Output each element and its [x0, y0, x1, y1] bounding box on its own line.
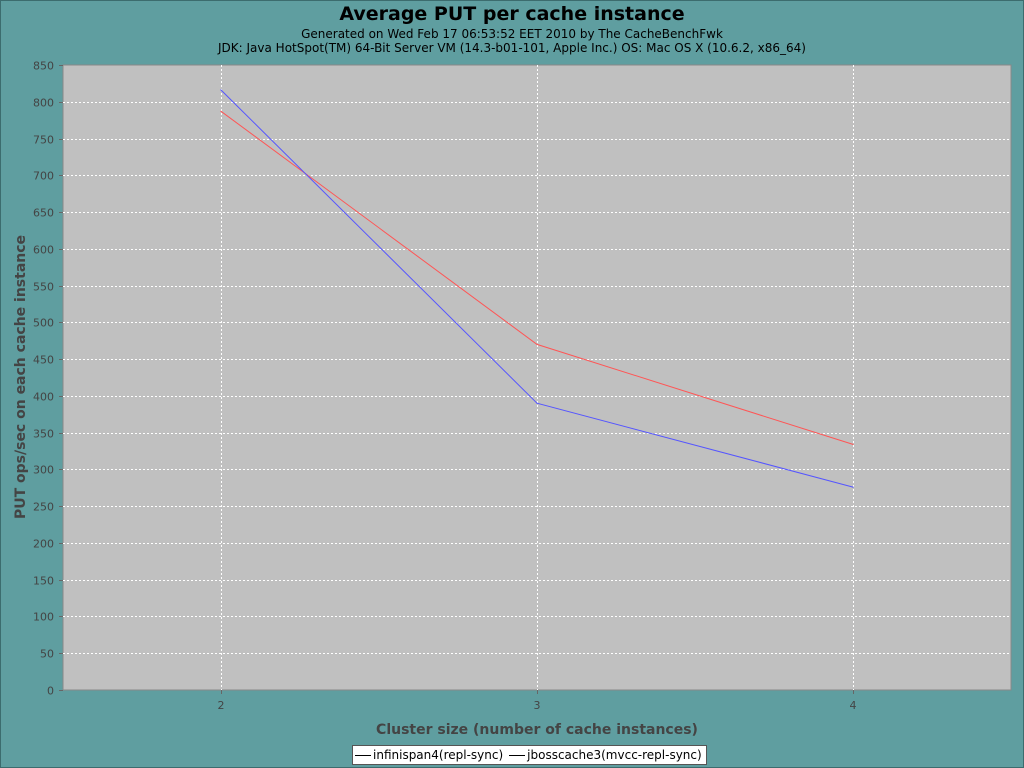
- y-tick-label: 650: [33, 207, 54, 220]
- legend: infinispan4(repl-sync) jbosscache3(mvcc-…: [352, 745, 707, 765]
- y-tick-label: 50: [40, 648, 54, 661]
- legend-item-jbosscache3: jbosscache3(mvcc-repl-sync): [509, 748, 702, 762]
- chart-subtitle-jdk: JDK: Java HotSpot(TM) 64-Bit Server VM (…: [218, 41, 806, 55]
- data-point: [536, 343, 538, 345]
- y-tick-label: 100: [33, 611, 54, 624]
- y-tick-label: 250: [33, 501, 54, 514]
- y-tick-label: 600: [33, 244, 54, 257]
- data-point: [536, 402, 538, 404]
- y-tick-label: 150: [33, 575, 54, 588]
- y-tick-label: 700: [33, 170, 54, 183]
- data-point: [220, 110, 222, 112]
- y-tick-label: 500: [33, 317, 54, 330]
- legend-swatch-infinispan4: [355, 754, 371, 756]
- x-axis-title: Cluster size (number of cache instances): [376, 722, 698, 738]
- y-tick-label: 450: [33, 354, 54, 367]
- legend-item-infinispan4: infinispan4(repl-sync): [355, 748, 503, 762]
- y-tick-label: 800: [33, 97, 54, 110]
- y-tick-label: 850: [33, 60, 54, 73]
- y-tick-label: 200: [33, 538, 54, 551]
- x-tick-label: 3: [534, 699, 541, 712]
- data-point: [852, 443, 854, 445]
- data-point: [220, 89, 222, 91]
- y-tick-label: 350: [33, 428, 54, 441]
- y-axis: 0 50 100 150 200 250 300 350 400 450 500 550 600 650 7…: [33, 60, 63, 698]
- y-tick-label: 750: [33, 134, 54, 147]
- x-tick-label: 2: [218, 699, 225, 712]
- legend-label-infinispan4: infinispan4(repl-sync): [373, 748, 504, 762]
- series-lines: [220, 89, 854, 488]
- chart-subtitle-generated: Generated on Wed Feb 17 06:53:52 EET 201…: [301, 27, 723, 41]
- x-tick-label: 4: [850, 699, 857, 712]
- y-tick-label: 0: [47, 685, 54, 698]
- y-tick-label: 550: [33, 281, 54, 294]
- chart-title: Average PUT per cache instance: [339, 3, 685, 25]
- y-tick-label: 300: [33, 464, 54, 477]
- legend-label-jbosscache3: jbosscache3(mvcc-repl-sync): [527, 748, 702, 762]
- legend-swatch-jbosscache3: [509, 754, 526, 756]
- y-axis-title: PUT ops/sec on each cache instance: [13, 235, 29, 519]
- x-axis: 2 3 4: [218, 690, 857, 712]
- data-point: [852, 486, 854, 488]
- y-tick-label: 400: [33, 391, 54, 404]
- gridlines: [63, 65, 1011, 690]
